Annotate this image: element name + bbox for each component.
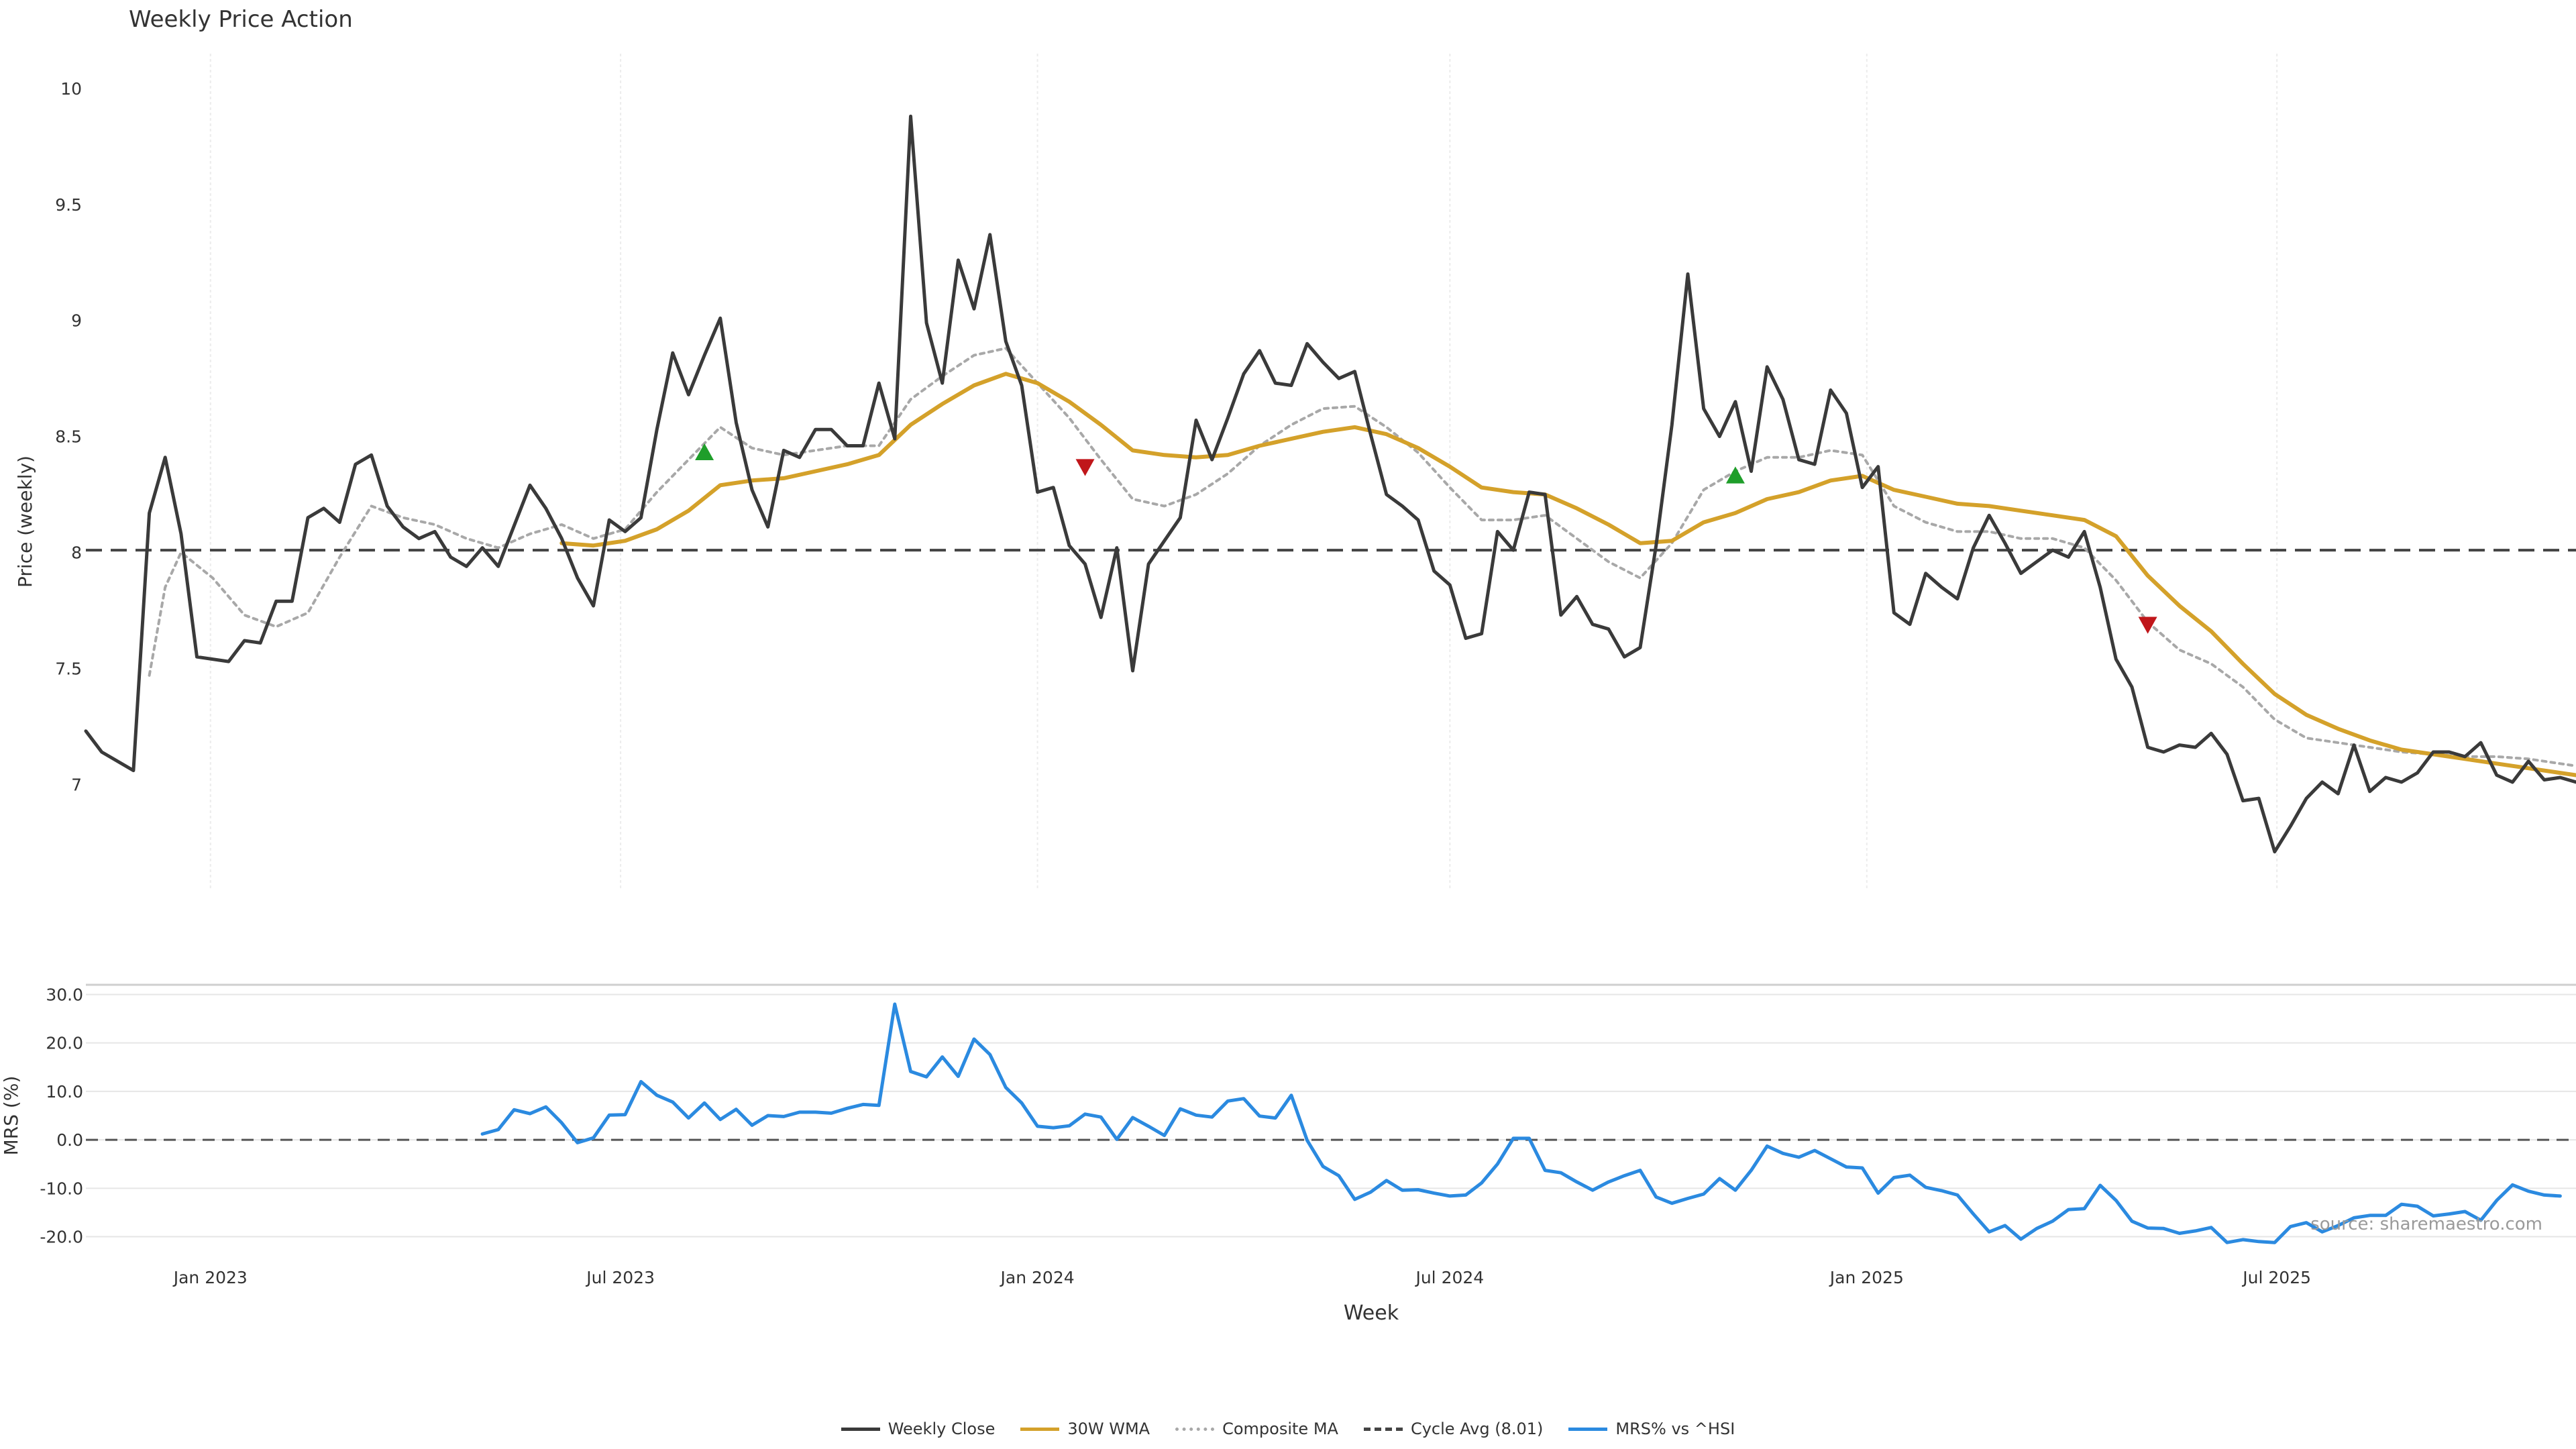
legend-label-weekly-close: Weekly Close (888, 1419, 996, 1438)
sell-signal-marker (2138, 616, 2157, 634)
legend-item-cycle-avg: Cycle Avg (8.01) (1363, 1419, 1544, 1438)
mrs-ytick-label: 20.0 (46, 1034, 83, 1053)
price-ytick-label: 8 (71, 543, 82, 563)
price-ytick-label: 7 (71, 775, 82, 794)
weekly-close-line (84, 114, 2576, 854)
mrs-ytick-label: -10.0 (40, 1179, 83, 1198)
mrs-ytick-label: -20.0 (40, 1228, 83, 1247)
mrs-line (480, 1002, 2562, 1244)
xtick-label: Jul 2025 (2241, 1268, 2311, 1287)
chart-title: Weekly Price Action (129, 6, 353, 33)
xtick-label: Jan 2024 (1000, 1268, 1075, 1287)
legend-label-composite-ma: Composite MA (1222, 1419, 1338, 1438)
price-ytick-label: 9 (71, 311, 82, 331)
legend-swatch-cycle-avg (1363, 1427, 1403, 1431)
legend-item-weekly-close: Weekly Close (841, 1419, 996, 1438)
mrs-ylabel: MRS (%) (0, 1076, 22, 1156)
price-ytick-label: 7.5 (55, 659, 82, 678)
legend: Weekly Close 30W WMA Composite MA Cycle … (0, 1414, 2576, 1444)
legend-item-30w-wma: 30W WMA (1020, 1419, 1150, 1438)
legend-item-composite-ma: Composite MA (1175, 1419, 1338, 1438)
source-annotation: source: sharemaestro.com (2310, 1214, 2542, 1234)
xtick-label: Jul 2024 (1414, 1268, 1484, 1287)
price-ylabel: Price (weekly) (14, 455, 36, 588)
composite-ma-line (148, 347, 2576, 767)
legend-swatch-mrs (1568, 1427, 1608, 1431)
xtick-label: Jan 2025 (1829, 1268, 1904, 1287)
legend-swatch-30w-wma (1020, 1427, 1060, 1431)
sell-signal-marker (1075, 459, 1095, 476)
price-ytick-label: 8.5 (55, 427, 82, 447)
xlabel: Week (1344, 1301, 1399, 1325)
mrs-ytick-label: 0.0 (56, 1130, 83, 1150)
legend-swatch-composite-ma (1175, 1427, 1215, 1431)
price-ytick-label: 10 (60, 79, 82, 99)
xtick-label: Jul 2023 (585, 1268, 655, 1287)
mrs-ytick-label: 10.0 (46, 1082, 83, 1102)
wma-30w-line (559, 372, 2576, 777)
mrs-ytick-label: 30.0 (46, 985, 83, 1004)
xtick-label: Jan 2023 (172, 1268, 248, 1287)
price-ytick-label: 9.5 (55, 195, 82, 215)
legend-label-mrs: MRS% vs ^HSI (1615, 1419, 1735, 1438)
legend-item-mrs: MRS% vs ^HSI (1568, 1419, 1735, 1438)
buy-signal-marker (695, 443, 714, 461)
legend-swatch-weekly-close (841, 1427, 880, 1431)
legend-label-30w-wma: 30W WMA (1067, 1419, 1150, 1438)
buy-signal-marker (1725, 466, 1745, 484)
legend-label-cycle-avg: Cycle Avg (8.01) (1410, 1419, 1544, 1438)
